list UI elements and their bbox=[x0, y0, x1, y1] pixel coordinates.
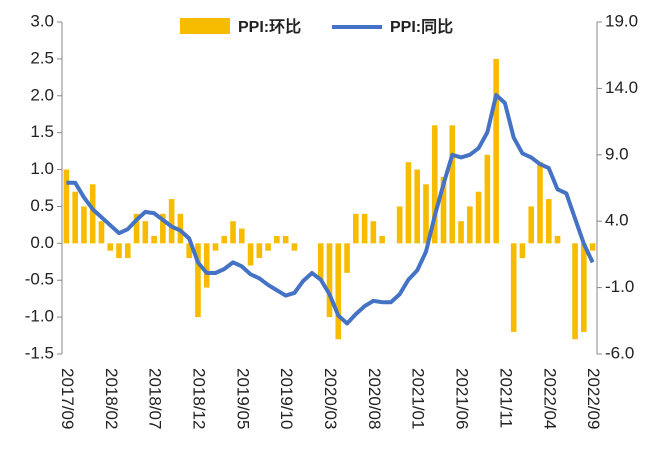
legend-swatch bbox=[180, 18, 230, 34]
y-tick-label: 2.5 bbox=[30, 48, 54, 67]
y2-tick-label: -6.0 bbox=[605, 343, 634, 362]
y2-tick-label: -1.0 bbox=[605, 277, 634, 296]
bar bbox=[221, 235, 228, 244]
x-tick-label: 2020/08 bbox=[365, 368, 384, 429]
bar bbox=[160, 213, 166, 244]
bar bbox=[589, 243, 596, 251]
bar bbox=[493, 58, 499, 244]
bar bbox=[81, 206, 87, 244]
y-tick-label: 0.0 bbox=[30, 233, 54, 252]
bar bbox=[256, 243, 263, 259]
x-tick-label: 2020/03 bbox=[321, 368, 340, 429]
bar bbox=[168, 199, 175, 244]
legend-label: PPI:环比 bbox=[238, 18, 301, 36]
bar bbox=[195, 243, 201, 318]
bar bbox=[572, 243, 578, 340]
bar bbox=[528, 206, 535, 244]
y-tick-label: -1.0 bbox=[25, 307, 54, 326]
y-tick-label: 1.0 bbox=[30, 159, 54, 178]
bar bbox=[63, 169, 70, 244]
bar bbox=[581, 243, 587, 332]
bar bbox=[89, 184, 96, 244]
y-tick-label: 3.0 bbox=[30, 11, 54, 30]
y-tick-label: -1.5 bbox=[25, 343, 54, 362]
bar bbox=[98, 221, 105, 244]
bar bbox=[282, 235, 289, 244]
x-tick-label: 2022/09 bbox=[584, 368, 603, 429]
x-tick-label: 2018/02 bbox=[102, 368, 121, 429]
bar bbox=[238, 228, 245, 244]
bar bbox=[370, 221, 377, 244]
bar bbox=[396, 206, 403, 244]
bar bbox=[537, 162, 543, 244]
bar bbox=[317, 243, 324, 281]
bar bbox=[467, 206, 473, 244]
bar bbox=[265, 243, 271, 251]
bar bbox=[335, 243, 342, 340]
x-tick-label: 2019/05 bbox=[233, 368, 252, 429]
x-tick-label: 2018/12 bbox=[189, 368, 208, 429]
bar bbox=[353, 213, 359, 244]
bar bbox=[414, 169, 421, 244]
bar bbox=[124, 243, 131, 259]
bar bbox=[116, 243, 122, 259]
bar bbox=[431, 125, 438, 244]
bar bbox=[449, 125, 456, 244]
legend-label: PPI:同比 bbox=[390, 18, 453, 36]
x-tick-label: 2021/06 bbox=[453, 368, 472, 429]
bar bbox=[440, 176, 447, 244]
bar bbox=[142, 221, 149, 244]
bar bbox=[247, 243, 254, 266]
bar bbox=[107, 243, 114, 251]
bar bbox=[151, 235, 157, 244]
bar bbox=[274, 235, 280, 244]
bar bbox=[510, 243, 517, 332]
y2-tick-label: 9.0 bbox=[605, 144, 629, 163]
bar bbox=[545, 199, 552, 244]
y2-tick-label: 19.0 bbox=[605, 11, 638, 30]
line bbox=[66, 93, 595, 326]
y-tick-label: 0.5 bbox=[30, 196, 54, 215]
y2-tick-label: 4.0 bbox=[605, 211, 629, 230]
bar bbox=[458, 221, 464, 244]
x-tick-label: 2019/10 bbox=[277, 368, 296, 429]
bar bbox=[291, 243, 298, 251]
bar bbox=[326, 243, 333, 318]
x-tick-label: 2018/07 bbox=[146, 368, 165, 429]
bar bbox=[133, 213, 140, 244]
bar bbox=[361, 213, 368, 244]
bar bbox=[519, 243, 526, 259]
y-tick-label: -0.5 bbox=[25, 270, 54, 289]
bar bbox=[484, 154, 491, 244]
x-tick-label: 2021/11 bbox=[496, 368, 515, 428]
bar bbox=[212, 243, 219, 251]
bar bbox=[379, 235, 385, 244]
bar bbox=[554, 235, 561, 244]
bar bbox=[423, 184, 429, 244]
bar bbox=[203, 243, 210, 288]
bar bbox=[344, 243, 350, 273]
bar bbox=[475, 191, 482, 244]
bar bbox=[405, 162, 412, 244]
x-tick-label: 2022/04 bbox=[540, 368, 559, 429]
x-tick-label: 2021/01 bbox=[409, 368, 428, 429]
bar bbox=[230, 221, 236, 244]
x-tick-label: 2017/09 bbox=[58, 368, 77, 429]
y-tick-label: 2.0 bbox=[30, 85, 54, 104]
bar bbox=[186, 243, 192, 259]
y2-tick-label: 14.0 bbox=[605, 78, 638, 97]
y-tick-label: 1.5 bbox=[30, 122, 54, 141]
bar bbox=[72, 191, 78, 244]
